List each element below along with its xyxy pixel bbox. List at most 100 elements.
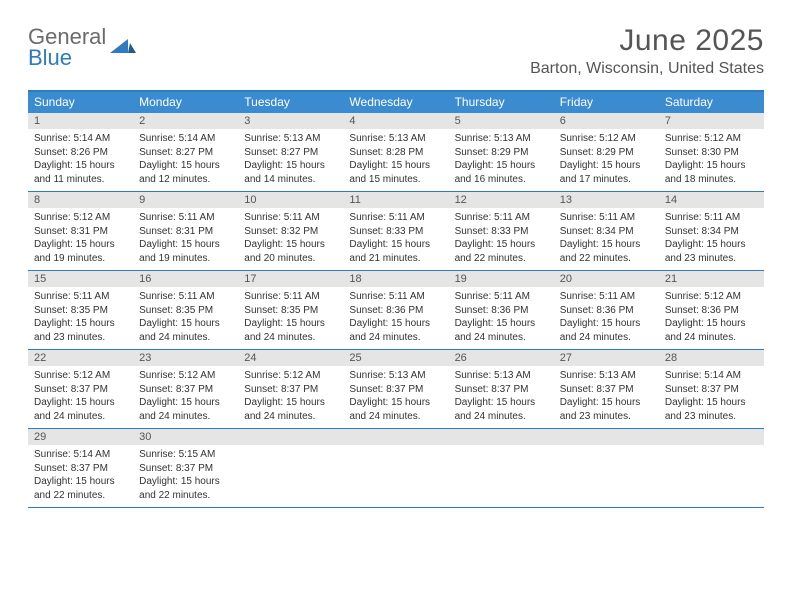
day-details: Sunrise: 5:11 AMSunset: 8:33 PMDaylight:… (343, 208, 448, 269)
sunrise-text: Sunrise: 5:11 AM (560, 290, 653, 304)
daylight-text: Daylight: 15 hours and 24 minutes. (139, 317, 232, 344)
sunrise-text: Sunrise: 5:11 AM (34, 290, 127, 304)
sunrise-text: Sunrise: 5:11 AM (139, 290, 232, 304)
sunset-text: Sunset: 8:36 PM (665, 304, 758, 318)
sunset-text: Sunset: 8:37 PM (34, 462, 127, 476)
calendar-day: 3 Sunrise: 5:13 AMSunset: 8:27 PMDaylight… (238, 113, 343, 191)
calendar-day (238, 429, 343, 507)
day-details: Sunrise: 5:12 AMSunset: 8:29 PMDaylight:… (554, 129, 659, 190)
day-number: 21 (659, 271, 764, 287)
calendar: Sunday Monday Tuesday Wednesday Thursday… (28, 90, 764, 508)
day-number: 11 (343, 192, 448, 208)
calendar-day: 9Sunrise: 5:11 AMSunset: 8:31 PMDaylight… (133, 192, 238, 270)
day-number: 2 (133, 113, 238, 129)
daylight-text: Daylight: 15 hours and 22 minutes. (455, 238, 548, 265)
day-details (449, 445, 554, 499)
weekday-label: Friday (554, 92, 659, 113)
day-number: 13 (554, 192, 659, 208)
sunrise-text: Sunrise: 5:12 AM (34, 369, 127, 383)
sunset-text: Sunset: 8:33 PM (455, 225, 548, 239)
sunset-text: Sunset: 8:29 PM (560, 146, 653, 160)
daylight-text: Daylight: 15 hours and 22 minutes. (139, 475, 232, 502)
day-number: 16 (133, 271, 238, 287)
sunrise-text: Sunrise: 5:13 AM (244, 132, 337, 146)
day-number: 14 (659, 192, 764, 208)
calendar-day: 30Sunrise: 5:15 AMSunset: 8:37 PMDayligh… (133, 429, 238, 507)
weekday-label: Thursday (449, 92, 554, 113)
calendar-day: 26Sunrise: 5:13 AMSunset: 8:37 PMDayligh… (449, 350, 554, 428)
day-details (554, 445, 659, 499)
day-number: 25 (343, 350, 448, 366)
sunrise-text: Sunrise: 5:13 AM (455, 132, 548, 146)
sunrise-text: Sunrise: 5:14 AM (34, 132, 127, 146)
sunrise-text: Sunrise: 5:12 AM (139, 369, 232, 383)
calendar-day: 17Sunrise: 5:11 AMSunset: 8:35 PMDayligh… (238, 271, 343, 349)
daylight-text: Daylight: 15 hours and 18 minutes. (665, 159, 758, 186)
day-details: Sunrise: 5:12 AMSunset: 8:36 PMDaylight:… (659, 287, 764, 348)
weekday-label: Sunday (28, 92, 133, 113)
sunset-text: Sunset: 8:35 PM (34, 304, 127, 318)
daylight-text: Daylight: 15 hours and 24 minutes. (455, 396, 548, 423)
calendar-day: 18Sunrise: 5:11 AMSunset: 8:36 PMDayligh… (343, 271, 448, 349)
day-details: Sunrise: 5:12 AMSunset: 8:37 PMDaylight:… (28, 366, 133, 427)
calendar-week: 29Sunrise: 5:14 AMSunset: 8:37 PMDayligh… (28, 429, 764, 508)
daylight-text: Daylight: 15 hours and 24 minutes. (244, 317, 337, 344)
calendar-week: 15Sunrise: 5:11 AMSunset: 8:35 PMDayligh… (28, 271, 764, 350)
day-number (343, 429, 448, 445)
calendar-day: 13Sunrise: 5:11 AMSunset: 8:34 PMDayligh… (554, 192, 659, 270)
calendar-day: 16Sunrise: 5:11 AMSunset: 8:35 PMDayligh… (133, 271, 238, 349)
sunrise-text: Sunrise: 5:11 AM (665, 211, 758, 225)
sunrise-text: Sunrise: 5:12 AM (665, 132, 758, 146)
day-number: 9 (133, 192, 238, 208)
day-details: Sunrise: 5:11 AMSunset: 8:35 PMDaylight:… (238, 287, 343, 348)
calendar-day: 10Sunrise: 5:11 AMSunset: 8:32 PMDayligh… (238, 192, 343, 270)
day-number: 7 (659, 113, 764, 129)
day-details: Sunrise: 5:14 AMSunset: 8:27 PMDaylight:… (133, 129, 238, 190)
calendar-day: 7Sunrise: 5:12 AMSunset: 8:30 PMDaylight… (659, 113, 764, 191)
daylight-text: Daylight: 15 hours and 22 minutes. (560, 238, 653, 265)
day-number: 15 (28, 271, 133, 287)
sunset-text: Sunset: 8:37 PM (34, 383, 127, 397)
weekday-label: Wednesday (343, 92, 448, 113)
day-details: Sunrise: 5:12 AMSunset: 8:37 PMDaylight:… (238, 366, 343, 427)
day-details: Sunrise: 5:11 AMSunset: 8:33 PMDaylight:… (449, 208, 554, 269)
day-details: Sunrise: 5:11 AMSunset: 8:34 PMDaylight:… (554, 208, 659, 269)
day-number (659, 429, 764, 445)
day-details: Sunrise: 5:11 AMSunset: 8:36 PMDaylight:… (554, 287, 659, 348)
sunset-text: Sunset: 8:37 PM (139, 462, 232, 476)
day-details: Sunrise: 5:11 AMSunset: 8:32 PMDaylight:… (238, 208, 343, 269)
sunset-text: Sunset: 8:27 PM (244, 146, 337, 160)
sunrise-text: Sunrise: 5:11 AM (560, 211, 653, 225)
day-number: 26 (449, 350, 554, 366)
day-details: Sunrise: 5:12 AMSunset: 8:30 PMDaylight:… (659, 129, 764, 190)
day-details: Sunrise: 5:13 AMSunset: 8:29 PMDaylight:… (449, 129, 554, 190)
calendar-day: 25Sunrise: 5:13 AMSunset: 8:37 PMDayligh… (343, 350, 448, 428)
sunrise-text: Sunrise: 5:11 AM (244, 290, 337, 304)
calendar-day: 19Sunrise: 5:11 AMSunset: 8:36 PMDayligh… (449, 271, 554, 349)
day-number (554, 429, 659, 445)
calendar-day: 22Sunrise: 5:12 AMSunset: 8:37 PMDayligh… (28, 350, 133, 428)
daylight-text: Daylight: 15 hours and 11 minutes. (34, 159, 127, 186)
day-number: 3 (238, 113, 343, 129)
day-details: Sunrise: 5:13 AMSunset: 8:37 PMDaylight:… (449, 366, 554, 427)
month-title: June 2025 (530, 24, 764, 58)
sunrise-text: Sunrise: 5:13 AM (560, 369, 653, 383)
daylight-text: Daylight: 15 hours and 19 minutes. (139, 238, 232, 265)
sunset-text: Sunset: 8:32 PM (244, 225, 337, 239)
calendar-day: 20Sunrise: 5:11 AMSunset: 8:36 PMDayligh… (554, 271, 659, 349)
day-number: 4 (343, 113, 448, 129)
daylight-text: Daylight: 15 hours and 20 minutes. (244, 238, 337, 265)
calendar-day: 12Sunrise: 5:11 AMSunset: 8:33 PMDayligh… (449, 192, 554, 270)
daylight-text: Daylight: 15 hours and 14 minutes. (244, 159, 337, 186)
day-details (659, 445, 764, 499)
sunrise-text: Sunrise: 5:13 AM (349, 369, 442, 383)
sunset-text: Sunset: 8:34 PM (560, 225, 653, 239)
day-details: Sunrise: 5:12 AMSunset: 8:31 PMDaylight:… (28, 208, 133, 269)
sunset-text: Sunset: 8:28 PM (349, 146, 442, 160)
sunrise-text: Sunrise: 5:11 AM (455, 290, 548, 304)
sunrise-text: Sunrise: 5:12 AM (244, 369, 337, 383)
sunset-text: Sunset: 8:36 PM (349, 304, 442, 318)
sunrise-text: Sunrise: 5:12 AM (560, 132, 653, 146)
brand-mark-icon (110, 35, 136, 60)
day-number: 24 (238, 350, 343, 366)
